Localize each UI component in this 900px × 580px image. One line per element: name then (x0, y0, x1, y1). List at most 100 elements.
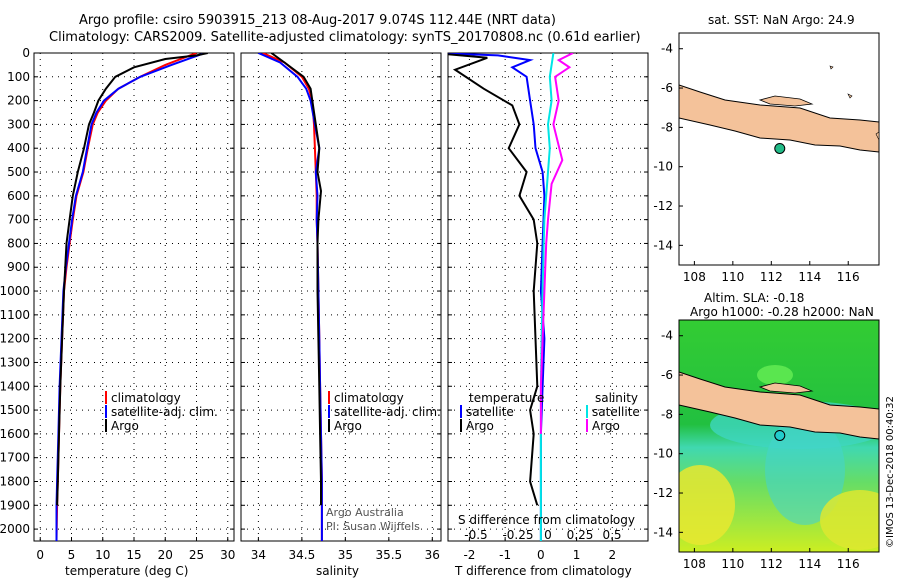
sst-map-title: sat. SST: NaN Argo: 24.9 (708, 13, 855, 27)
depth-tick-label: 300 (7, 117, 30, 131)
depth-tick-label: 1200 (0, 332, 30, 346)
map-x-tick-label: 112 (760, 270, 783, 284)
temperature-legend: climatology satellite-adj. clim. Argo (105, 391, 218, 433)
legend-argo: Argo (334, 419, 362, 433)
x-tick-label: 0 (537, 548, 545, 562)
s-difference-tick-label: -0.5 (464, 528, 487, 542)
x-tick-label: 34.5 (289, 548, 316, 562)
difference-grid (448, 52, 648, 541)
sla-light-patch (757, 365, 793, 385)
sla-yellow-east (820, 490, 879, 550)
s-difference-label: S difference from climatology (458, 513, 635, 527)
legend-sal-argo: Argo (592, 419, 620, 433)
salinity-xticks: 34 34.5 35 35.5 36 (251, 548, 440, 562)
temperature-grid (34, 52, 234, 541)
legend-salinity-header: salinity (595, 391, 638, 405)
x-tick-label: 5 (68, 548, 76, 562)
map-y-tick-label: -4 (661, 42, 673, 56)
map-x-tick-label: 110 (721, 270, 744, 284)
depth-tick-label: 0 (22, 46, 30, 60)
java-island (679, 371, 879, 440)
map-x-tick-label: 114 (798, 270, 821, 284)
credit-pi: PI: Susan Wijffels (326, 520, 420, 533)
depth-tick-label: 700 (7, 213, 30, 227)
legend-temp-satellite: satellite (466, 405, 514, 419)
map-y-tick-label: -12 (653, 486, 673, 500)
salinity-lines (257, 53, 323, 541)
sla-map-title-1: Altim. SLA: -0.18 (704, 291, 804, 305)
x-tick-label: 20 (158, 548, 173, 562)
sla-cyan-tongue (765, 415, 845, 525)
depth-tick-label: 1800 (0, 474, 30, 488)
map-y-tick-label: -6 (661, 81, 673, 95)
x-tick-label: 34 (251, 548, 266, 562)
depth-tick-label: 400 (7, 141, 30, 155)
depth-tick-label: 200 (7, 94, 30, 108)
depth-tick-label: 1500 (0, 403, 30, 417)
legend-satellite: satellite-adj. clim. (334, 405, 441, 419)
salinity-grid (241, 52, 441, 541)
x-tick-label: -1 (499, 548, 511, 562)
s-difference-tick-label: -0.25 (502, 528, 533, 542)
map-y-tick-label: -6 (661, 368, 673, 382)
java-island (679, 84, 879, 153)
temperature-axes (33, 52, 235, 542)
depth-tick-label: 1900 (0, 498, 30, 512)
difference-xlabel: T difference from climatology (454, 564, 632, 578)
sla-map-title-2: Argo h1000: -0.28 h2000: NaN (690, 305, 874, 319)
map-y-tick-label: -4 (661, 329, 673, 343)
x-tick-label: 1 (573, 548, 581, 562)
map-y-tick-label: -10 (653, 447, 673, 461)
legend-sal-satellite: satellite (592, 405, 640, 419)
argo-position-marker (774, 429, 786, 441)
depth-tick-label: 1700 (0, 451, 30, 465)
x-tick-label: 35.5 (375, 548, 402, 562)
difference-lines (448, 53, 574, 541)
s-difference-ticks: -0.5 -0.25 0 0.25 0.5 (464, 528, 621, 542)
legend-climatology: climatology (334, 391, 404, 405)
map-x-tick-label: 114 (798, 557, 821, 571)
map-x-tick-label: 116 (837, 270, 860, 284)
depth-tick-label: 1400 (0, 379, 30, 393)
series-line-argo (270, 53, 323, 506)
madura-island (758, 382, 814, 394)
s-difference-tick-label: 0 (544, 528, 552, 542)
difference-xticks: -2 -1 0 1 2 (463, 548, 616, 562)
argo-position-marker (774, 142, 786, 154)
legend-temperature-header: temperature (469, 391, 544, 405)
salinity-axes (240, 52, 442, 542)
depth-tick-label: 2000 (0, 522, 30, 536)
map-y-tick-label: -8 (661, 120, 673, 134)
s-difference-tick-label: 0.5 (602, 528, 621, 542)
difference-legend: temperature satellite Argo salinity sate… (458, 391, 640, 542)
title-line-2: Climatology: CARS2009. Satellite-adjuste… (49, 30, 641, 45)
sla-yellow-west (679, 465, 735, 545)
depth-tick-label: 900 (7, 260, 30, 274)
x-tick-label: 35 (338, 548, 353, 562)
temperature-xlabel: temperature (deg C) (65, 564, 188, 578)
depth-tick-label: 1100 (0, 308, 30, 322)
x-tick-label: 2 (608, 548, 616, 562)
x-tick-label: 25 (189, 548, 204, 562)
credit-argo-australia: Argo Australia (326, 506, 404, 519)
x-tick-label: 10 (95, 548, 110, 562)
depth-tick-label: 1600 (0, 427, 30, 441)
depth-tick-label: 100 (7, 70, 30, 84)
depth-tick-label: 1300 (0, 355, 30, 369)
x-tick-label: 36 (425, 548, 440, 562)
series-line-salinity-argo (539, 53, 574, 434)
s-difference-tick-label: 0.25 (567, 528, 594, 542)
map-x-tick-label: 110 (721, 557, 744, 571)
map-x-tick-label: 112 (760, 557, 783, 571)
temperature-xticks: 0 5 10 15 20 25 30 (36, 548, 235, 562)
x-tick-label: 15 (126, 548, 141, 562)
map-y-tick-label: -14 (653, 238, 673, 252)
map-x-tick-label: 108 (683, 557, 706, 571)
sla-map-ticks: 108 110 112 114 116 -4 -6 -8 -10 -12 -14 (653, 329, 859, 571)
legend-argo: Argo (111, 419, 139, 433)
small-islands (829, 65, 879, 141)
depth-tick-label: 800 (7, 236, 30, 250)
x-tick-label: 0 (36, 548, 44, 562)
depth-tick-label: 1000 (0, 284, 30, 298)
